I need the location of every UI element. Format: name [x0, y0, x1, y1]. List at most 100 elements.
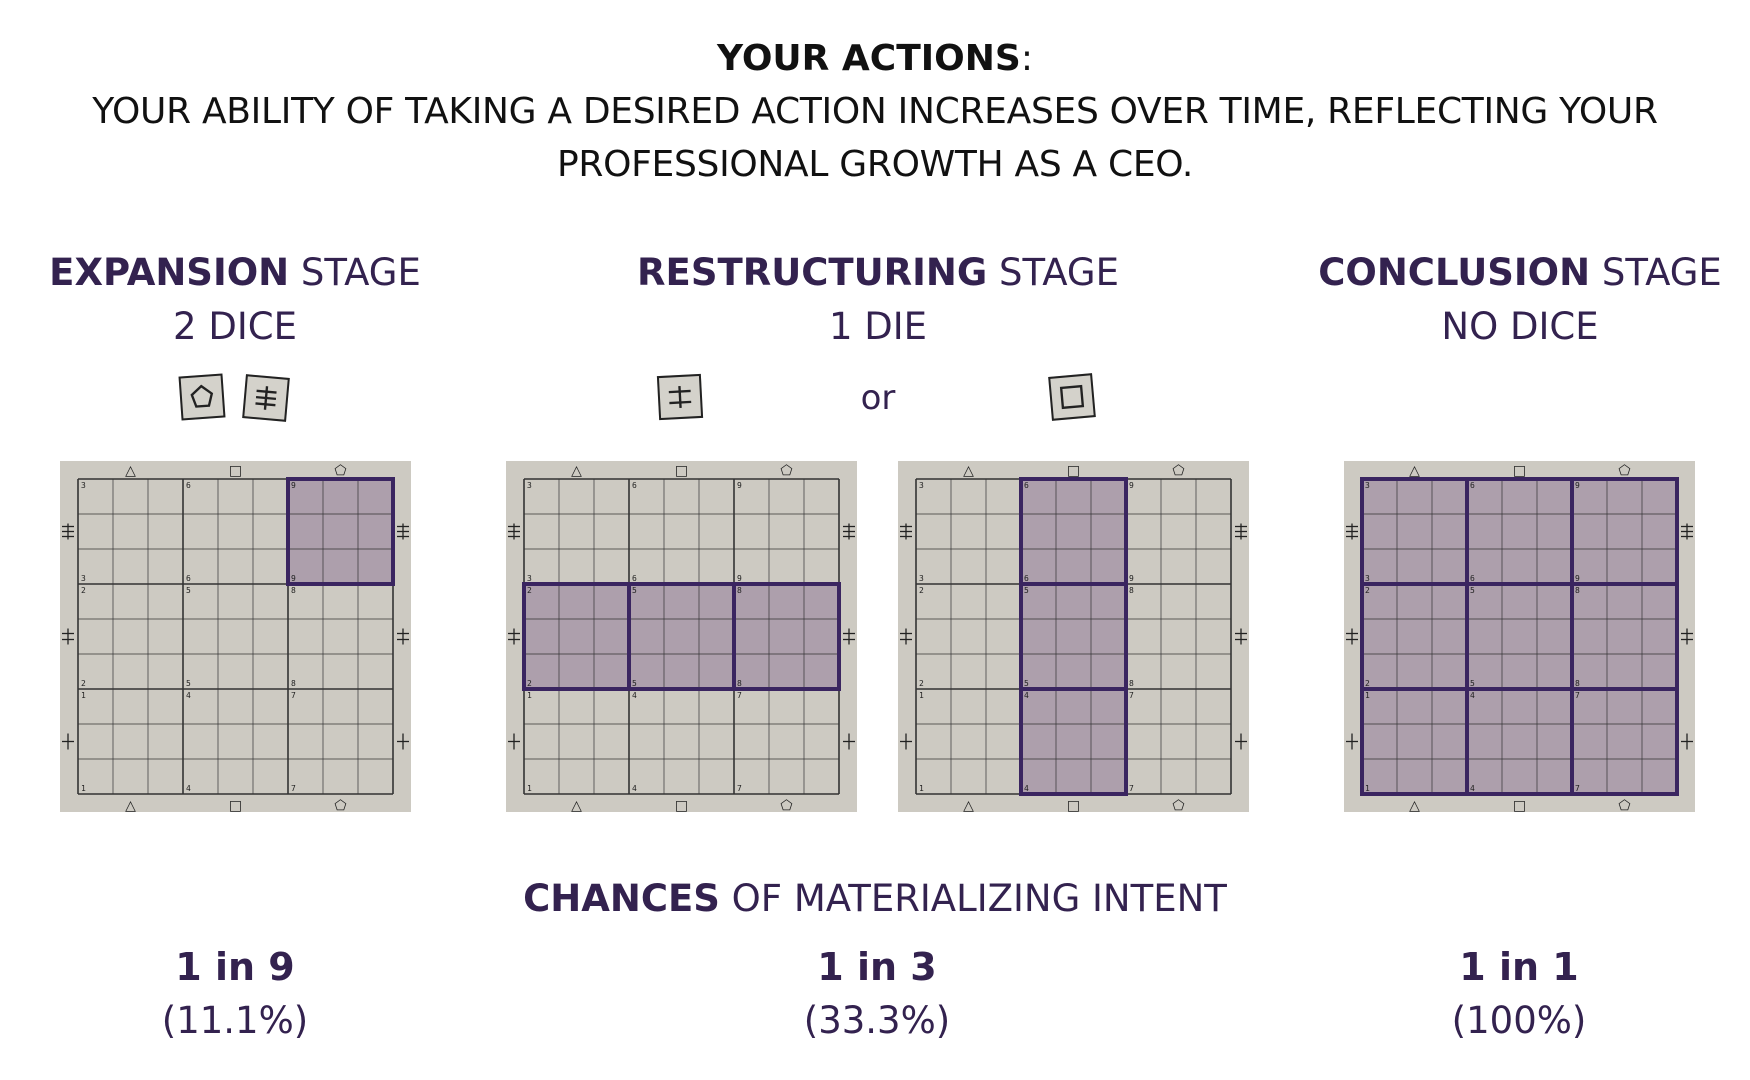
- board-restructuring-column: 3 3 6 6 9 9 2 2 5 5 8 8 1 1 4 4 7 7 △ △ □ □ ⬠ ⬠: [898, 461, 1249, 812]
- block-number: 3: [919, 481, 924, 490]
- triple-bar-icon: [1235, 523, 1247, 540]
- block-number: 1: [1365, 691, 1370, 700]
- block-number: 2: [81, 679, 86, 688]
- single-bar-icon: [843, 733, 855, 750]
- single-bar-icon: [508, 733, 520, 750]
- block-number: 9: [291, 574, 296, 583]
- stage-conclusion-heading: CONCLUSION STAGE NO DICE: [1300, 246, 1740, 354]
- block-number: 5: [632, 586, 637, 595]
- triple-bar-icon: [1681, 523, 1693, 540]
- block-number: 6: [632, 574, 637, 583]
- result-expansion: 1 in 9 (11.1%): [25, 940, 445, 1048]
- triple-bar-icon: [900, 523, 912, 540]
- block-number: 6: [1024, 574, 1029, 583]
- block-number: 2: [1365, 679, 1370, 688]
- block-number: 3: [81, 481, 86, 490]
- block-number: 9: [737, 481, 742, 490]
- highlight-block: [1467, 584, 1572, 689]
- result-percent: (100%): [1451, 999, 1587, 1042]
- result-ratio: 1 in 3: [817, 945, 937, 989]
- stage-name-bold: CONCLUSION: [1318, 251, 1591, 294]
- highlight-outline: [286, 477, 395, 586]
- block-number: 6: [632, 481, 637, 490]
- page-title: YOUR ACTIONS:: [0, 33, 1750, 85]
- single-bar-icon: [1681, 733, 1693, 750]
- block-number: 6: [1470, 481, 1475, 490]
- header: YOUR ACTIONS: YOUR ABILITY OF TAKING A D…: [0, 33, 1750, 191]
- block-number: 7: [737, 784, 742, 793]
- block-number: 5: [1024, 679, 1029, 688]
- result-restructuring: 1 in 3 (33.3%): [667, 940, 1087, 1048]
- block-number: 1: [527, 784, 532, 793]
- block-number: 3: [527, 481, 532, 490]
- board-bottom-symbol: ⬠: [1618, 798, 1630, 812]
- chances-rest: OF MATERIALIZING INTENT: [719, 877, 1227, 920]
- block-number: 4: [632, 691, 637, 700]
- block-number: 7: [1129, 784, 1134, 793]
- board-bottom-symbol: □: [1513, 798, 1526, 812]
- board-top-symbol: ⬠: [1172, 463, 1184, 479]
- block-number: 4: [186, 784, 191, 793]
- block-number: 4: [1470, 784, 1475, 793]
- block-number: 1: [1365, 784, 1370, 793]
- highlight-block: [1572, 479, 1677, 584]
- stage-restructuring-heading: RESTRUCTURING STAGE 1 DIE: [578, 246, 1178, 354]
- double-bar-icon: [397, 628, 409, 645]
- board-bottom-symbol: △: [125, 798, 136, 812]
- highlight-outline: [1019, 687, 1128, 796]
- stage-name-rest: STAGE: [1590, 251, 1722, 294]
- title-bold: YOUR ACTIONS: [717, 38, 1021, 79]
- board-svg: 3 3 6 6 9 9 2 2 5 5 8 8 1 1 4 4 7 7 △ △ □ □ ⬠ ⬠: [506, 461, 857, 812]
- description-line-1: YOUR ABILITY OF TAKING A DESIRED ACTION …: [92, 91, 1658, 132]
- description-line-2: PROFESSIONAL GROWTH AS A CEO.: [556, 144, 1194, 185]
- single-bar-icon: [900, 733, 912, 750]
- block-number: 6: [1024, 481, 1029, 490]
- board-svg: 3 3 6 6 9 9 2 2 5 5 8 8 1 1 4 4 7 7 △ △ □ □ ⬠ ⬠: [1344, 461, 1695, 812]
- block-number: 9: [1129, 481, 1134, 490]
- block-number: 5: [632, 679, 637, 688]
- block-number: 7: [291, 691, 296, 700]
- triple-bar-icon: [397, 523, 409, 540]
- single-bar-icon: [1235, 733, 1247, 750]
- block-number: 8: [291, 586, 296, 595]
- block-number: 8: [1129, 586, 1134, 595]
- board-expansion: 3 3 6 6 9 9 2 2 5 5 8 8 1 1 4 4 7 7 △ △ □ □ ⬠ ⬠: [60, 461, 411, 812]
- block-number: 5: [186, 586, 191, 595]
- block-number: 3: [1365, 574, 1370, 583]
- dice-count: 1 DIE: [828, 305, 928, 348]
- highlight-block: [1362, 479, 1467, 584]
- block-number: 7: [1129, 691, 1134, 700]
- pentagon-die-icon: [178, 373, 226, 421]
- block-number: 7: [737, 691, 742, 700]
- block-number: 4: [632, 784, 637, 793]
- block-number: 2: [1365, 586, 1370, 595]
- block-number: 1: [527, 691, 532, 700]
- block-number: 2: [919, 586, 924, 595]
- board-top-symbol: □: [675, 463, 688, 479]
- board-bottom-symbol: ⬠: [780, 798, 792, 812]
- board-top-symbol: ⬠: [334, 463, 346, 479]
- highlight-block: [1021, 479, 1126, 584]
- board-top-symbol: □: [1067, 463, 1080, 479]
- board-bottom-symbol: □: [229, 798, 242, 812]
- block-number: 6: [186, 481, 191, 490]
- triple-bar-icon: [508, 523, 520, 540]
- block-number: 4: [1024, 784, 1029, 793]
- dice-count: NO DICE: [1441, 305, 1599, 348]
- board-top-symbol: △: [963, 463, 974, 479]
- board-top-symbol: □: [1513, 463, 1526, 479]
- highlight-block: [1362, 584, 1467, 689]
- double-bar-icon: [1235, 628, 1247, 645]
- result-percent: (33.3%): [803, 999, 951, 1042]
- chances-bold: CHANCES: [523, 877, 720, 920]
- highlight-block: [1021, 584, 1126, 689]
- block-number: 3: [81, 574, 86, 583]
- board-bottom-symbol: ⬠: [334, 798, 346, 812]
- stage-name-bold: RESTRUCTURING: [637, 251, 988, 294]
- block-number: 2: [527, 679, 532, 688]
- title-colon: :: [1020, 38, 1033, 79]
- double-bar-icon: [62, 628, 74, 645]
- block-number: 8: [1575, 586, 1580, 595]
- stage-expansion-heading: EXPANSION STAGE 2 DICE: [40, 246, 430, 354]
- highlight-block: [734, 584, 839, 689]
